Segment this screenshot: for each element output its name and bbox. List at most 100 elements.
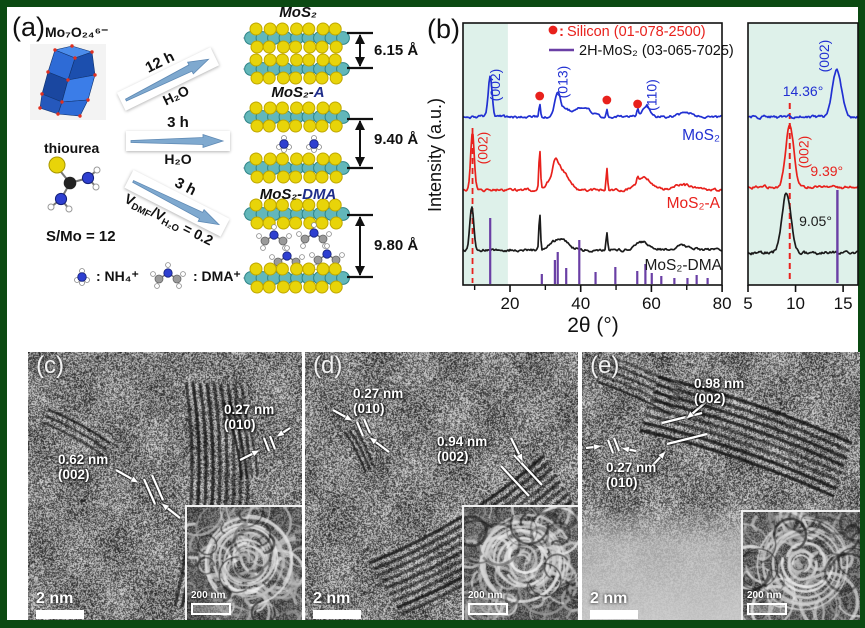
s-atom	[329, 280, 343, 294]
s-atom	[315, 40, 329, 54]
panel-a-synthesis-schematic: (a) Mo₇O₂₄⁶⁻ thiourea S/Mo = 12 12 h H₂O…	[0, 0, 425, 350]
marker-line	[513, 454, 543, 486]
hydrogen-atom	[93, 166, 101, 174]
dma-ion	[309, 228, 319, 238]
s-atom	[289, 40, 303, 54]
s-atom	[303, 280, 317, 294]
lattice-spacing-label: 0.27 nm (010)	[224, 402, 275, 432]
lattice-spacing-label: 0.62 nm (002)	[58, 452, 109, 482]
s-atom	[250, 71, 264, 85]
s-atom	[263, 101, 277, 115]
s-atom	[316, 152, 330, 166]
sem-micrograph-c	[187, 507, 302, 620]
x-tick-label: 20	[501, 294, 520, 313]
xrd-curve-inset-2	[747, 192, 859, 256]
s-atom	[329, 170, 343, 184]
x-tick-label: 5	[743, 294, 752, 313]
marker-line	[612, 437, 621, 452]
s-atom	[276, 280, 290, 294]
dma-ion	[322, 249, 332, 259]
s-atom	[250, 40, 264, 54]
s-atom	[263, 262, 277, 276]
s-atom	[250, 280, 264, 294]
inset-scale-bar-label: 200 nm	[747, 590, 782, 601]
marker-line	[355, 421, 365, 437]
oxygen-vertex	[38, 106, 42, 110]
x-tick-label: 15	[834, 294, 853, 313]
series-label-mos2-a: MoS₂-A	[667, 195, 721, 212]
s-atom	[328, 152, 342, 166]
s-atom	[262, 40, 276, 54]
arrow-shape	[132, 180, 221, 226]
oxygen-vertex	[93, 73, 97, 77]
dma-ion	[163, 268, 173, 278]
lattice-spacing-label: 0.27 nm (010)	[606, 460, 657, 490]
inset-scale-bar-label: 200 nm	[468, 590, 503, 601]
measurement-markers-c	[114, 426, 292, 520]
marker-line	[606, 439, 615, 454]
lattice-spacing-label: 0.27 nm (010)	[353, 386, 404, 416]
hkl-label: (002)	[487, 69, 503, 102]
peak-angle-label: 14.36°	[783, 83, 824, 99]
reaction-arrow-band	[126, 131, 230, 151]
s-atom	[275, 53, 289, 67]
s-atom	[328, 53, 342, 67]
oxygen-vertex	[40, 92, 44, 96]
oxygen-vertex	[66, 78, 70, 82]
oxygen-vertex	[60, 100, 64, 104]
marker-arrowhead	[685, 410, 696, 420]
sulfur-atom	[48, 156, 66, 174]
peak-angle-label: 9.05°	[799, 213, 832, 229]
s-atom	[262, 280, 276, 294]
reaction-time-label: 3 h	[167, 114, 189, 131]
s-atom	[315, 119, 329, 133]
interlayer-spacing-mos2-dma: 9.80 Å	[374, 237, 419, 254]
silicon-peak-marker	[602, 95, 612, 105]
precursor-formula-label: Mo₇O₂₄⁶⁻	[45, 24, 109, 40]
silicon-peak-marker	[633, 99, 643, 109]
s-atom	[249, 152, 263, 166]
hydrogen-atom	[65, 205, 73, 213]
s-atom	[250, 216, 264, 230]
marker-line	[661, 411, 703, 425]
xrd-curve-main-1	[462, 133, 723, 193]
s-atom	[249, 53, 263, 67]
mo-atom	[336, 31, 350, 45]
s-atom	[316, 101, 330, 115]
s-atom	[263, 53, 277, 67]
reaction-arrow-band	[124, 169, 230, 237]
nh4-ion	[77, 272, 87, 282]
sem-inset-d: 200 nm	[462, 505, 578, 620]
marker-arrowhead	[343, 413, 354, 422]
reaction-arrow-band	[116, 47, 220, 111]
sem-inset-e: 200 nm	[741, 510, 860, 620]
s-atom	[263, 22, 277, 36]
s-atom	[275, 198, 289, 212]
s-atom	[275, 152, 289, 166]
s-atom	[316, 22, 330, 36]
oxygen-vertex	[70, 44, 74, 48]
legend-label-silicon: Silicon (01-078-2500)	[567, 24, 706, 40]
mo-atom	[336, 110, 350, 124]
marker-line	[666, 432, 708, 446]
x-tick-label: 10	[786, 294, 805, 313]
panel-b-xrd-chart: (b) Intensity (a.u.) 2θ (°) 20 40 60 80 5 10 1…	[425, 14, 859, 337]
s-atom	[290, 101, 304, 115]
x-tick-label: 60	[642, 294, 661, 313]
xrd-curve-main-0	[462, 75, 722, 120]
dma-ion	[269, 230, 279, 240]
s-mo-ratio-label: S/Mo = 12	[46, 228, 116, 245]
hkl-label-inset: (002)	[796, 136, 812, 169]
s-atom	[249, 262, 263, 276]
scale-bar	[590, 610, 638, 619]
sem-inset-c: 200 nm	[185, 505, 302, 620]
s-atom	[276, 216, 290, 230]
product-title-mos2-dma: MoS₂-DMA	[259, 186, 337, 203]
y-axis-label: Intensity (a.u.)	[425, 98, 445, 212]
nitrogen-atom	[54, 192, 68, 206]
nh4-legend-label: : NH₄⁺	[96, 268, 139, 284]
measurement-markers-e	[585, 400, 708, 468]
marker-arrowhead	[657, 450, 667, 461]
marker-arrowhead	[592, 443, 604, 451]
oxygen-vertex	[56, 112, 60, 116]
